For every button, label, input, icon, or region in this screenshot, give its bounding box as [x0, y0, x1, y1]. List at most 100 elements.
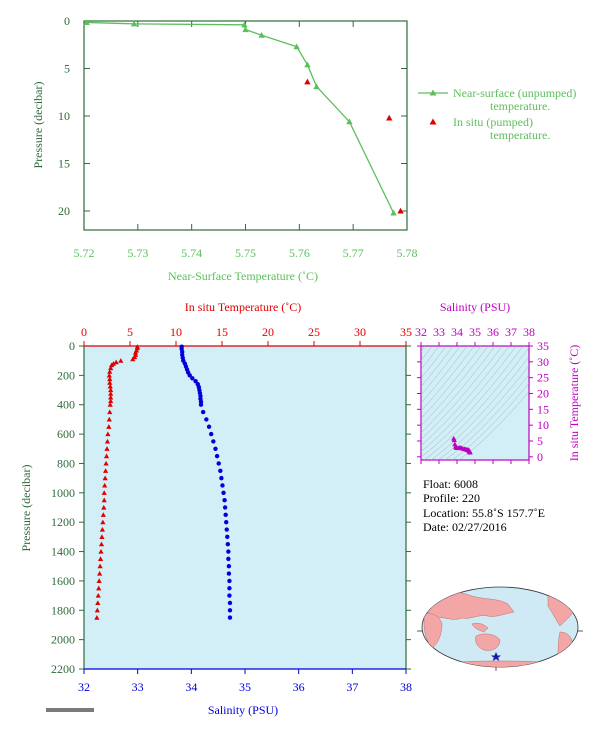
- ts-temp-tick-label: 10: [537, 418, 549, 432]
- temperature-point: [100, 519, 106, 525]
- near-surface-x-axis-label: Near-Surface Temperature (˚C): [168, 269, 318, 283]
- pressure-tick-label: 1800: [51, 603, 75, 617]
- salinity-point: [204, 417, 209, 422]
- temp-tick-label: 0: [81, 325, 87, 339]
- legend-insitu-label-1: In situ (pumped): [453, 115, 533, 129]
- near-surface-legend: Near-surface (unpumped) temperature. In …: [418, 86, 576, 142]
- legend-insitu-label-2: temperature.: [490, 128, 550, 142]
- density-contour: [421, 346, 489, 427]
- pressure-tick-label: 600: [57, 427, 75, 441]
- sal-tick-label: 37: [346, 680, 358, 694]
- density-contour: [444, 374, 529, 460]
- temperature-point: [103, 468, 109, 473]
- density-contour: [421, 346, 496, 434]
- temperature-point: [102, 475, 108, 481]
- ts-temp-tick-label: 5: [537, 434, 543, 448]
- top-y-tick-label: 0: [64, 14, 70, 28]
- top-y-tick-label: 10: [58, 109, 70, 123]
- salinity-point: [213, 446, 218, 451]
- temperature-point: [107, 380, 113, 385]
- temperature-point: [95, 600, 101, 606]
- temperature-point: [109, 362, 115, 368]
- salinity-point: [220, 483, 225, 488]
- salinity-point: [223, 512, 228, 518]
- temperature-point: [103, 460, 109, 466]
- salinity-point: [226, 549, 231, 554]
- temperature-point: [130, 356, 136, 362]
- temperature-point: [107, 376, 113, 382]
- pressure-tick-label: 400: [57, 398, 75, 412]
- temperature-point: [104, 438, 111, 444]
- near-surface-plot-frame: [83, 20, 408, 231]
- ts-point: [467, 449, 473, 455]
- temperature-point: [108, 365, 114, 371]
- density-contour: [421, 346, 503, 440]
- near-surface-point: [390, 209, 397, 216]
- temp-tick-label: 25: [308, 325, 320, 339]
- temp-tick-label: 15: [216, 325, 228, 339]
- temperature-point: [107, 402, 113, 407]
- near-surface-point: [241, 21, 248, 28]
- salinity-point: [218, 468, 223, 473]
- temperature-point: [101, 497, 107, 503]
- ts-temp-tick-label: 15: [537, 402, 549, 416]
- salinity-point: [214, 453, 220, 459]
- ts-point: [452, 441, 458, 447]
- temperature-point: [108, 398, 114, 404]
- sal-tick-label: 33: [132, 680, 144, 694]
- top-y-tick-label: 15: [58, 157, 70, 171]
- top-x-tick-label: 5.78: [397, 246, 418, 260]
- profile-chart: 0 5 10 15 20 25 30 35 32 33 34 35 36 37 38 0 200 400 600…: [19, 300, 412, 717]
- location: Location: 55.8˚S 157.7˚E: [423, 506, 545, 520]
- salinity-point: [226, 571, 232, 576]
- near-surface-chart: 5.72 5.73 5.74 5.75 5.76 5.77 5.78 0 5 10 15 20 Ne…: [31, 14, 576, 283]
- density-contour: [430, 356, 529, 460]
- temp-tick-label: 10: [170, 325, 182, 339]
- temp-tick-label: 30: [354, 325, 366, 339]
- map-indonesia: [471, 622, 489, 633]
- profile-plot-area: [84, 346, 406, 669]
- ts-point: [451, 437, 457, 443]
- ts-sal-tick-label: 32: [415, 325, 427, 339]
- salinity-point: [206, 424, 212, 429]
- pressure-tick-label: 1600: [51, 574, 75, 588]
- salinity-point: [211, 439, 216, 444]
- world-map: [417, 586, 583, 671]
- top-x-tick-label: 5.74: [181, 246, 202, 260]
- salinity-point: [219, 475, 224, 481]
- temperature-point: [99, 526, 105, 532]
- profile-temperature-axis-label: In situ Temperature (˚C): [185, 300, 302, 314]
- temperature-point: [95, 592, 101, 598]
- ts-sal-tick-label: 35: [469, 325, 481, 339]
- density-contour: [421, 346, 517, 452]
- temperature-point: [98, 548, 104, 554]
- near-surface-point: [130, 20, 138, 27]
- near-surface-point: [83, 19, 90, 25]
- ts-temp-tick-label: 30: [537, 355, 549, 369]
- temperature-point: [94, 607, 100, 613]
- ts-temperature-axis-label: In situ Temperature (˚C): [567, 345, 581, 462]
- salinity-point: [208, 431, 214, 437]
- temperature-point: [105, 431, 111, 437]
- top-x-tick-label: 5.76: [289, 246, 310, 260]
- salinity-point: [187, 373, 192, 378]
- float-id: Float: 6008: [423, 477, 478, 491]
- near-surface-temperature-line: [86, 21, 395, 214]
- temperature-point: [101, 504, 107, 510]
- top-y-tick-label: 5: [64, 62, 70, 76]
- pressure-tick-label: 1000: [51, 486, 75, 500]
- temperature-point: [118, 358, 124, 363]
- temperature-point: [107, 369, 113, 374]
- ts-sal-tick-label: 36: [487, 325, 499, 339]
- temperature-point: [106, 424, 112, 429]
- sal-tick-label: 38: [400, 680, 412, 694]
- salinity-point: [224, 519, 229, 525]
- sal-tick-label: 34: [185, 680, 197, 694]
- salinity-point: [190, 376, 195, 381]
- near-surface-point: [346, 118, 353, 125]
- map-africa: [423, 613, 443, 649]
- salinity-point: [222, 497, 227, 503]
- temperature-point: [106, 416, 112, 422]
- temperature-point: [97, 563, 103, 569]
